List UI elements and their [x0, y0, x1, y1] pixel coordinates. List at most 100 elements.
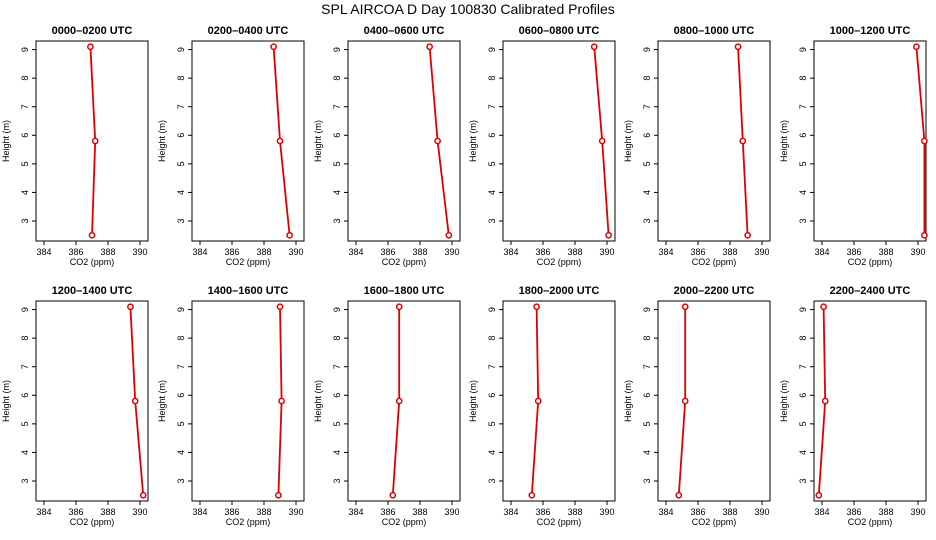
x-tick-label: 386 — [68, 507, 83, 517]
x-tick-label: 386 — [380, 507, 395, 517]
panel-title: 0600–0800 UTC — [519, 25, 600, 37]
chart-panel: 1000–1200 UTC 384 386 388 390 3 4 5 6 7 8 9 CO2 (ppm… — [779, 25, 928, 267]
data-point — [739, 137, 747, 145]
x-tick-label: 388 — [878, 247, 893, 257]
x-tick-label: 384 — [814, 247, 829, 257]
x-tick-label: 388 — [567, 507, 582, 517]
panel-title: 1200–1400 UTC — [52, 285, 133, 297]
chart-panel: 0800–1000 UTC 384 386 388 390 3 4 5 6 7 8 9 CO2 (ppm… — [623, 25, 771, 267]
plot-frame — [502, 40, 616, 242]
y-tick-label: 7 — [20, 364, 30, 369]
x-tick-label: 390 — [444, 247, 459, 257]
y-tick-label: 9 — [332, 47, 342, 52]
x-tick-label: 384 — [348, 247, 363, 257]
y-tick-label: 6 — [642, 133, 652, 138]
y-tick-label: 4 — [332, 450, 342, 455]
y-tick-label: 8 — [332, 76, 342, 81]
y-tick-label: 5 — [642, 161, 652, 166]
y-tick-label: 5 — [20, 161, 30, 166]
y-tick-label: 6 — [20, 393, 30, 398]
chart-panel: 1600–1800 UTC 384 386 388 390 3 4 5 6 7 8 9 CO2 (ppm… — [313, 285, 461, 527]
y-tick-label: 8 — [20, 76, 30, 81]
data-point — [598, 137, 606, 145]
y-tick-label: 7 — [487, 104, 497, 109]
x-tick-label: 384 — [658, 247, 673, 257]
data-point — [389, 491, 397, 499]
y-axis-label: Height (m) — [1, 380, 11, 422]
y-tick-label: 5 — [332, 161, 342, 166]
x-tick-label: 388 — [722, 247, 737, 257]
y-tick-label: 6 — [176, 393, 186, 398]
y-axis-label: Height (m) — [313, 380, 323, 422]
x-tick-label: 386 — [690, 247, 705, 257]
x-tick-label: 390 — [288, 247, 303, 257]
y-tick-label: 8 — [642, 76, 652, 81]
y-tick-label: 9 — [332, 307, 342, 312]
data-point — [681, 397, 689, 405]
y-tick-label: 9 — [798, 307, 808, 312]
y-tick-label: 3 — [176, 218, 186, 223]
x-tick-label: 390 — [599, 247, 614, 257]
chart-panel: 1800–2000 UTC 384 386 388 390 3 4 5 6 7 8 9 CO2 (ppm… — [468, 285, 616, 527]
data-point — [921, 231, 928, 239]
x-tick-label: 386 — [690, 507, 705, 517]
y-tick-label: 6 — [332, 393, 342, 398]
data-point — [395, 303, 403, 311]
y-tick-label: 3 — [487, 218, 497, 223]
x-tick-label: 386 — [380, 247, 395, 257]
y-tick-label: 4 — [176, 190, 186, 195]
plot-frame — [191, 300, 305, 502]
y-axis-label: Height (m) — [1, 120, 11, 162]
data-point — [270, 43, 277, 51]
x-tick-label: 388 — [567, 247, 582, 257]
chart-panel: 2200–2400 UTC 384 386 388 390 3 4 5 6 7 8 9 CO2 (ppm… — [779, 285, 927, 527]
plot-frame — [657, 300, 771, 502]
chart-panel: 0600–0800 UTC 384 386 388 390 3 4 5 6 7 8 9 CO2 (ppm… — [468, 25, 616, 267]
y-tick-label: 5 — [20, 421, 30, 426]
y-tick-label: 9 — [798, 47, 808, 52]
x-tick-label: 390 — [599, 507, 614, 517]
data-point — [913, 43, 920, 51]
y-tick-label: 8 — [20, 336, 30, 341]
y-tick-label: 3 — [176, 478, 186, 483]
y-tick-label: 7 — [487, 364, 497, 369]
data-point — [744, 231, 751, 239]
y-tick-label: 3 — [487, 478, 497, 483]
data-point — [533, 303, 540, 311]
data-point — [88, 231, 96, 239]
x-axis-label: CO2 (ppm) — [537, 257, 582, 267]
y-tick-label: 9 — [642, 47, 652, 52]
y-tick-label: 4 — [20, 450, 30, 455]
x-tick-label: 388 — [100, 247, 115, 257]
data-point — [276, 137, 284, 145]
y-tick-label: 9 — [487, 47, 497, 52]
y-tick-label: 9 — [20, 307, 30, 312]
x-tick-label: 384 — [192, 247, 207, 257]
y-tick-label: 4 — [487, 450, 497, 455]
x-tick-label: 386 — [846, 247, 861, 257]
y-tick-label: 6 — [176, 133, 186, 138]
data-point — [681, 303, 689, 311]
y-tick-label: 6 — [798, 133, 808, 138]
y-tick-label: 7 — [332, 104, 342, 109]
x-tick-label: 390 — [444, 507, 459, 517]
panel-title: 0200–0400 UTC — [208, 25, 289, 37]
y-tick-label: 7 — [332, 364, 342, 369]
y-tick-label: 3 — [332, 218, 342, 223]
y-tick-label: 7 — [798, 104, 808, 109]
data-point — [815, 491, 823, 499]
y-tick-label: 8 — [487, 76, 497, 81]
y-tick-label: 8 — [332, 336, 342, 341]
data-point — [139, 491, 147, 499]
data-point — [528, 491, 536, 499]
y-tick-label: 3 — [20, 218, 30, 223]
x-tick-label: 386 — [535, 247, 550, 257]
x-tick-label: 388 — [412, 247, 427, 257]
y-tick-label: 5 — [176, 421, 186, 426]
chart-panel: 0000–0200 UTC 384 386 388 390 3 4 5 6 7 8 9 CO2 (ppm… — [1, 25, 149, 267]
x-axis-label: CO2 (ppm) — [692, 257, 737, 267]
x-axis-label: CO2 (ppm) — [848, 517, 893, 527]
y-tick-label: 9 — [20, 47, 30, 52]
x-tick-label: 390 — [132, 247, 147, 257]
